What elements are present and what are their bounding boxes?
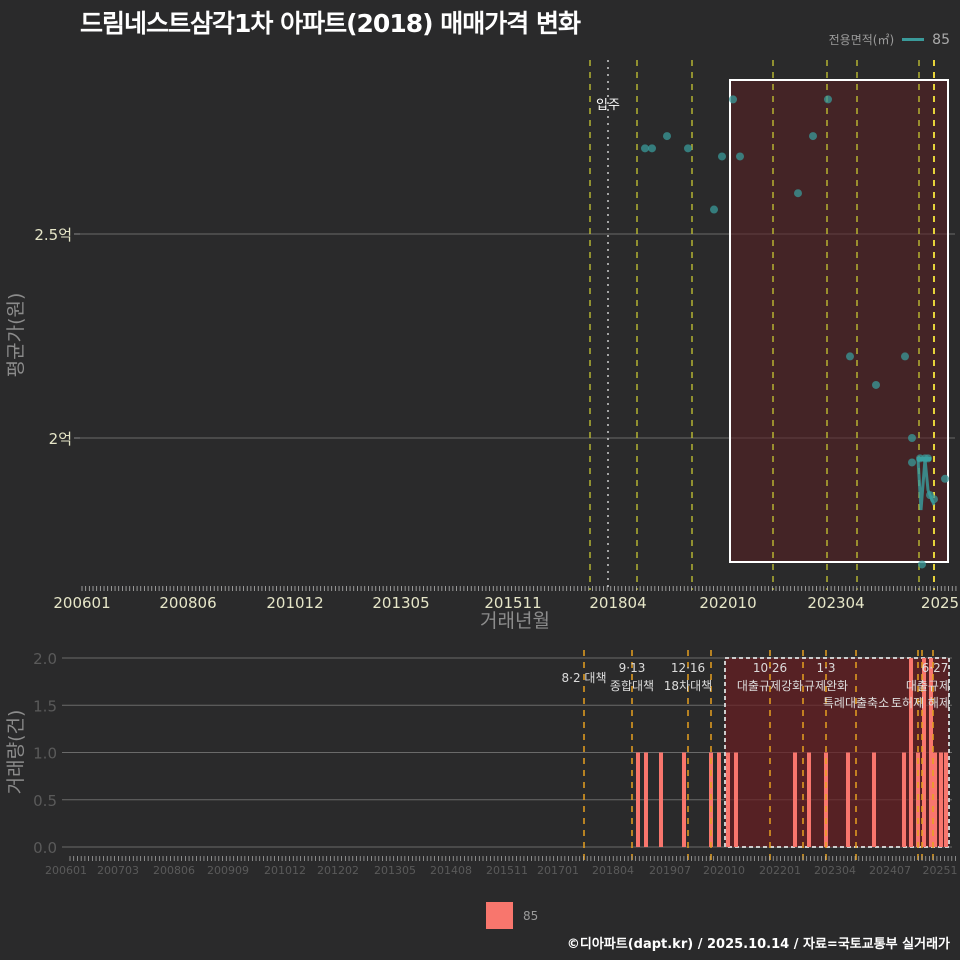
x-tick-label: 201804: [589, 594, 646, 612]
x-tick-label: 201804: [592, 864, 634, 877]
x-tick-label: 200909: [207, 864, 249, 877]
data-point: [641, 144, 649, 152]
y-tick-label: 1.0: [33, 745, 57, 763]
policy-label: 규제완화: [804, 679, 848, 693]
volume-bar: [872, 753, 876, 848]
x-tick-label: 202201: [759, 864, 801, 877]
y-tick-label: 2.0: [33, 650, 57, 668]
volume-bar: [944, 753, 948, 848]
y-axis-title: 평균가(원): [5, 293, 27, 378]
data-point: [846, 352, 854, 360]
volume-bar: [717, 753, 721, 848]
legend-bottom-value: 85: [523, 909, 538, 923]
policy-label: 8·2 대책: [562, 670, 607, 685]
y-tick-label: 2.5억: [34, 226, 72, 244]
data-point: [794, 189, 802, 197]
policy-label: 대출규제: [906, 679, 950, 693]
x-tick-label: 201012: [266, 594, 323, 612]
x-tick-label: 200703: [97, 864, 139, 877]
x-tick-label: 201305: [374, 864, 416, 877]
y-tick-label: 2억: [49, 430, 72, 448]
policy-date-label: 9·13: [619, 661, 646, 675]
volume-bar: [734, 753, 738, 848]
policy-date-label: 12·16: [671, 661, 705, 675]
policy-date-label: 1·3: [816, 661, 835, 675]
data-point: [908, 458, 916, 466]
x-tick-label: 202010: [703, 864, 745, 877]
data-point: [941, 475, 949, 483]
x-tick-label: 201012: [264, 864, 306, 877]
y-tick-label: 0.0: [33, 839, 57, 857]
x-tick-label: 200806: [159, 594, 216, 612]
x-tick-label: 2025: [921, 594, 959, 612]
data-point: [684, 144, 692, 152]
data-point: [901, 352, 909, 360]
policy-label: 토허제 해제: [891, 696, 950, 710]
data-point: [824, 95, 832, 103]
x-tick-label: 201511: [486, 864, 528, 877]
data-point: [663, 132, 671, 140]
volume-bar: [807, 753, 811, 848]
y-axis-title: 거래량(건): [5, 710, 27, 795]
volume-bar: [793, 753, 797, 848]
x-tick-label: 201907: [649, 864, 691, 877]
volume-bar: [636, 753, 640, 848]
y-tick-label: 0.5: [33, 792, 57, 810]
chart-canvas: 2억 2.5억평균가(원) 입주 200601 200806 201012 201305 20…: [0, 0, 960, 960]
move-in-annotation: 입주: [596, 98, 620, 113]
x-tick-label: 202010: [699, 594, 756, 612]
policy-date-label: 6·27: [922, 661, 949, 675]
data-point: [729, 95, 737, 103]
volume-bar: [902, 753, 906, 848]
policy-label: 18차대책: [664, 678, 712, 693]
volume-bar: [682, 753, 686, 848]
x-tick-label: 201202: [317, 864, 359, 877]
y-tick-label: 1.5: [33, 697, 57, 715]
x-tick-label: 202304: [814, 864, 856, 877]
policy-date-label: 10·26: [753, 661, 787, 675]
volume-bar: [939, 753, 943, 848]
x-tick-label: 20251: [923, 864, 958, 877]
data-point: [718, 152, 726, 160]
x-axis-title: 거래년월: [480, 610, 550, 632]
legend-swatch-icon: [486, 902, 513, 929]
policy-label: 특례대출축소: [823, 696, 889, 710]
volume-bar: [659, 753, 663, 848]
data-point: [710, 206, 718, 214]
x-tick-label: 202407: [869, 864, 911, 877]
x-tick-label: 201408: [430, 864, 472, 877]
x-tick-label: 200806: [153, 864, 195, 877]
footer-credit: ©디아파트(dapt.kr) / 2025.10.14 / 자료=국토교통부 실…: [567, 933, 950, 952]
volume-bar: [846, 753, 850, 848]
policy-label: 종합대책: [610, 678, 654, 693]
data-point: [736, 152, 744, 160]
policy-label: 대출규제강화: [737, 679, 803, 693]
x-tick-label: 201305: [372, 594, 429, 612]
legend-bottom: 85: [486, 902, 538, 929]
data-point: [648, 144, 656, 152]
data-point: [918, 560, 926, 568]
x-tick-label: 200601: [53, 594, 110, 612]
x-tick-label: 201701: [537, 864, 579, 877]
x-tick-label: 200601: [45, 864, 87, 877]
x-tick-label: 202304: [807, 594, 864, 612]
data-point: [809, 132, 817, 140]
highlight-box: [730, 80, 948, 562]
data-point: [872, 381, 880, 389]
volume-bar: [644, 753, 648, 848]
data-point: [908, 434, 916, 442]
volume-bar: [726, 753, 730, 848]
